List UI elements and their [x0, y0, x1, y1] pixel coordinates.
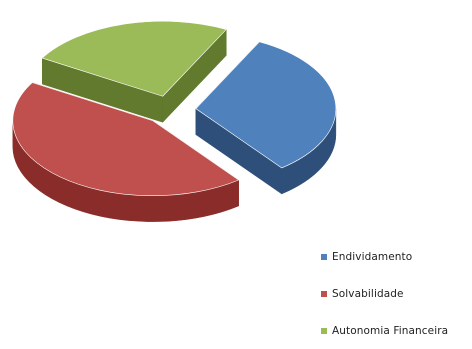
legend-label-solvabilidade: Solvabilidade	[332, 287, 404, 300]
pie-chart	[12, 20, 337, 222]
legend-label-autonomia-financeira: Autonomia Financeira	[332, 324, 449, 337]
legend-swatch-autonomia-financeira	[321, 327, 327, 334]
pie-slice-top-autonomia-financeira	[41, 20, 227, 97]
pie-slice-solvabilidade	[12, 82, 240, 222]
legend-item-endividamento: Endividamento	[321, 238, 448, 275]
legend-swatch-endividamento	[321, 253, 327, 260]
legend-item-solvabilidade: Solvabilidade	[321, 275, 448, 312]
pie-slice-top-endividamento	[195, 41, 337, 169]
pie-slice-top-solvabilidade	[12, 82, 240, 196]
legend-item-autonomia-financeira: Autonomia Financeira	[321, 312, 448, 349]
pie-slice-autonomia-financeira	[41, 20, 227, 123]
pie-slice-endividamento	[195, 41, 337, 195]
legend-swatch-solvabilidade	[321, 290, 327, 297]
legend-label-endividamento: Endividamento	[332, 250, 413, 263]
legend: Endividamento Solvabilidade Autonomia Fi…	[321, 238, 448, 349]
